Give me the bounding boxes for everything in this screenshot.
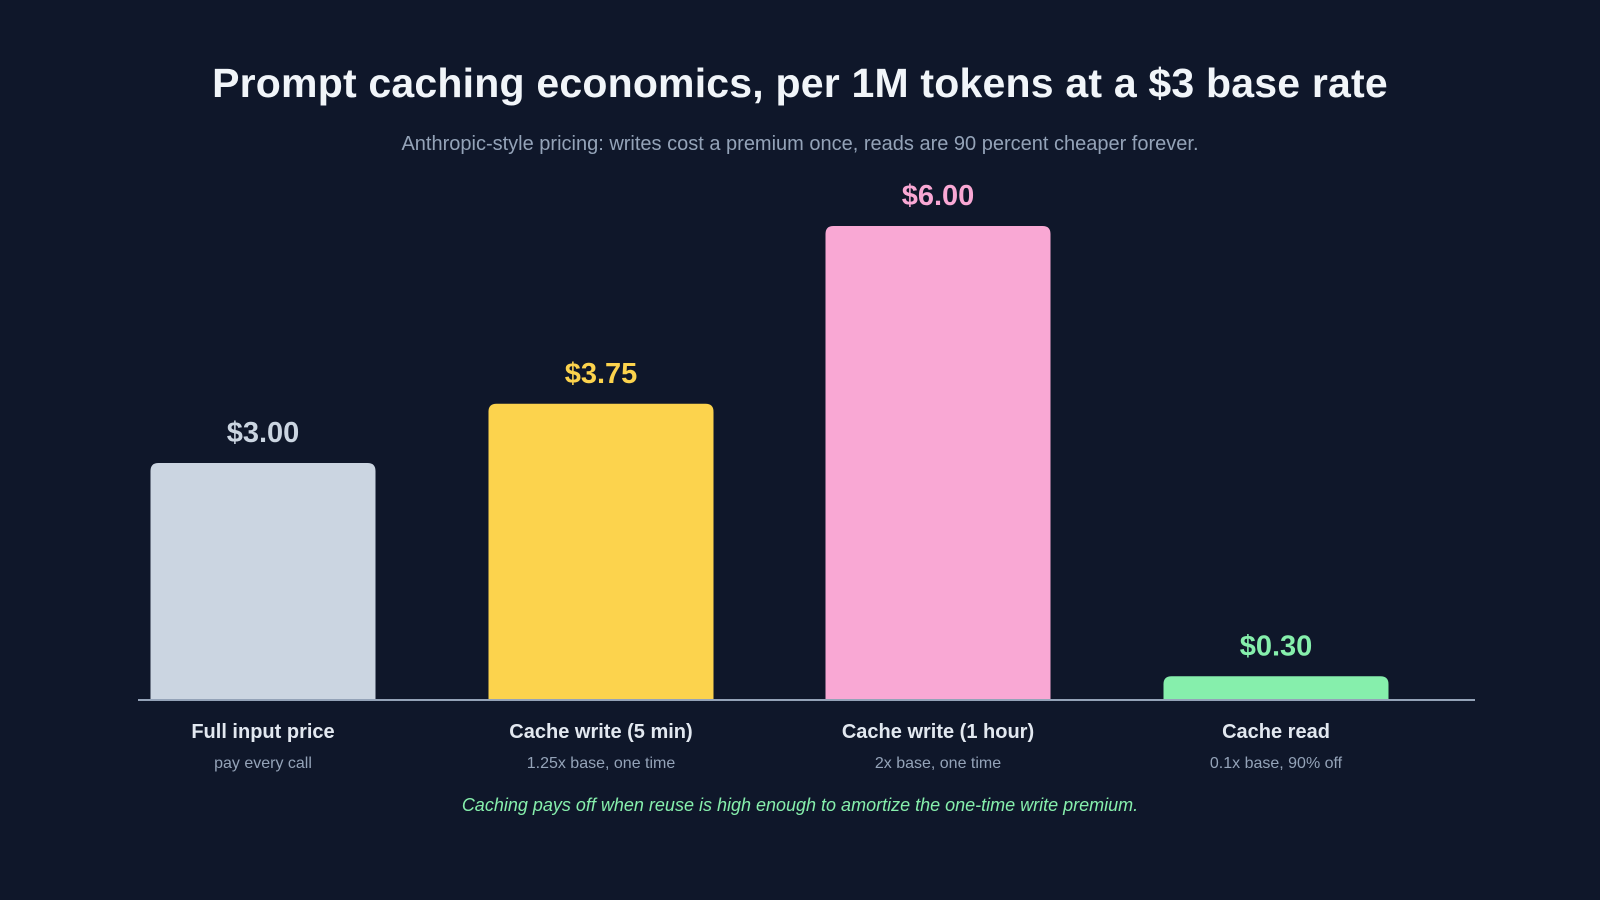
category-label: Cache read	[1222, 721, 1330, 743]
chart-title: Prompt caching economics, per 1M tokens …	[212, 60, 1388, 106]
bar-4	[1163, 676, 1389, 700]
category-label: Full input price	[191, 721, 334, 743]
bar-2	[488, 403, 714, 700]
category-label: Cache write (5 min)	[509, 721, 692, 743]
value-label: $3.00	[227, 417, 300, 449]
value-label: $0.30	[1240, 630, 1313, 662]
bar-1	[150, 463, 376, 700]
bar-3	[825, 226, 1051, 700]
category-note: pay every call	[214, 755, 312, 772]
value-label: $3.75	[565, 358, 638, 390]
labels-group: $3.00 Full input price pay every call $3.75…	[191, 180, 1342, 772]
category-note: 2x base, one time	[875, 755, 1001, 772]
category-note: 0.1x base, 90% off	[1210, 755, 1343, 772]
chart-subtitle: Anthropic-style pricing: writes cost a p…	[401, 133, 1199, 155]
category-label: Cache write (1 hour)	[842, 721, 1034, 743]
category-note: 1.25x base, one time	[527, 755, 676, 772]
chart-footnote: Caching pays off when reuse is high enou…	[461, 795, 1139, 815]
value-label: $6.00	[902, 180, 975, 212]
bars-group	[150, 226, 1389, 700]
